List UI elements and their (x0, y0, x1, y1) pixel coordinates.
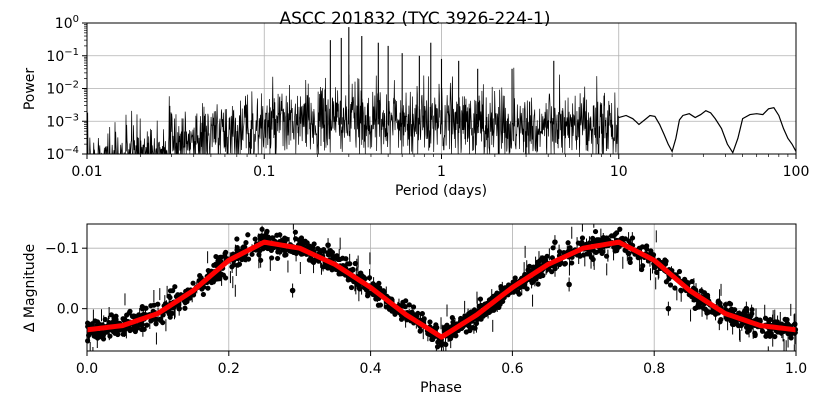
phase-axis-label: Phase (420, 380, 462, 396)
magnitude-tick-label-0: −0.1 (45, 241, 79, 257)
power-tick-label-4: 100 (55, 14, 79, 32)
chart-title: ASCC 201832 (TYC 3926-224-1) (279, 9, 550, 29)
power-tick-label-2: 10−2 (46, 80, 79, 98)
phase-tick-label-0: 0.0 (76, 361, 98, 377)
outlier-point-4 (438, 342, 445, 348)
delta-magnitude-axis-label: Δ Magnitude (22, 244, 38, 332)
period-tick-label-1: 0.1 (253, 164, 275, 180)
outlier-point-10 (552, 239, 558, 245)
magnitude-tick-label-1: 0.0 (57, 302, 79, 318)
outlier-point-0 (176, 305, 182, 312)
phase-panel-frame (86, 223, 797, 352)
phase-tick-label-1: 0.2 (218, 361, 240, 377)
phase-folded-lightcurve (85, 224, 799, 351)
power-axis-label: Power (22, 68, 38, 111)
power-panel-ticks: 0.01 0.1 1 10 100 10−4 10−3 10−2 10−1 100 (46, 14, 809, 180)
power-long-period-trace (618, 106, 797, 154)
power-noise-trace (86, 67, 619, 156)
period-tick-label-4: 100 (783, 164, 810, 180)
phase-tick-label-2: 0.4 (359, 361, 381, 377)
power-tick-label-3: 10−1 (46, 47, 79, 65)
lightcurve-points (85, 226, 799, 350)
outlier-point-2 (289, 287, 296, 294)
period-tick-label-2: 1 (437, 164, 446, 180)
outlier-point-11 (325, 242, 331, 248)
period-tick-label-0: 0.01 (71, 164, 102, 180)
period-tick-label-3: 10 (610, 164, 628, 180)
phase-panel-ticks: 0.0 0.2 0.4 0.6 0.8 1.0 −0.1 0.0 (45, 241, 807, 377)
lightcurve-fit-curve (86, 239, 797, 340)
power-tick-label-0: 10−4 (46, 145, 79, 163)
outlier-point-5 (665, 305, 672, 312)
power-tick-label-1: 10−3 (46, 112, 79, 130)
outlier-point-12 (566, 281, 572, 288)
period-axis-label: Period (days) (395, 183, 487, 199)
outlier-point-7 (743, 305, 750, 312)
phase-tick-label-5: 1.0 (785, 361, 807, 377)
phase-tick-label-4: 0.8 (643, 361, 665, 377)
power-spectrum-series (86, 27, 797, 156)
phase-tick-label-3: 0.6 (501, 361, 523, 377)
